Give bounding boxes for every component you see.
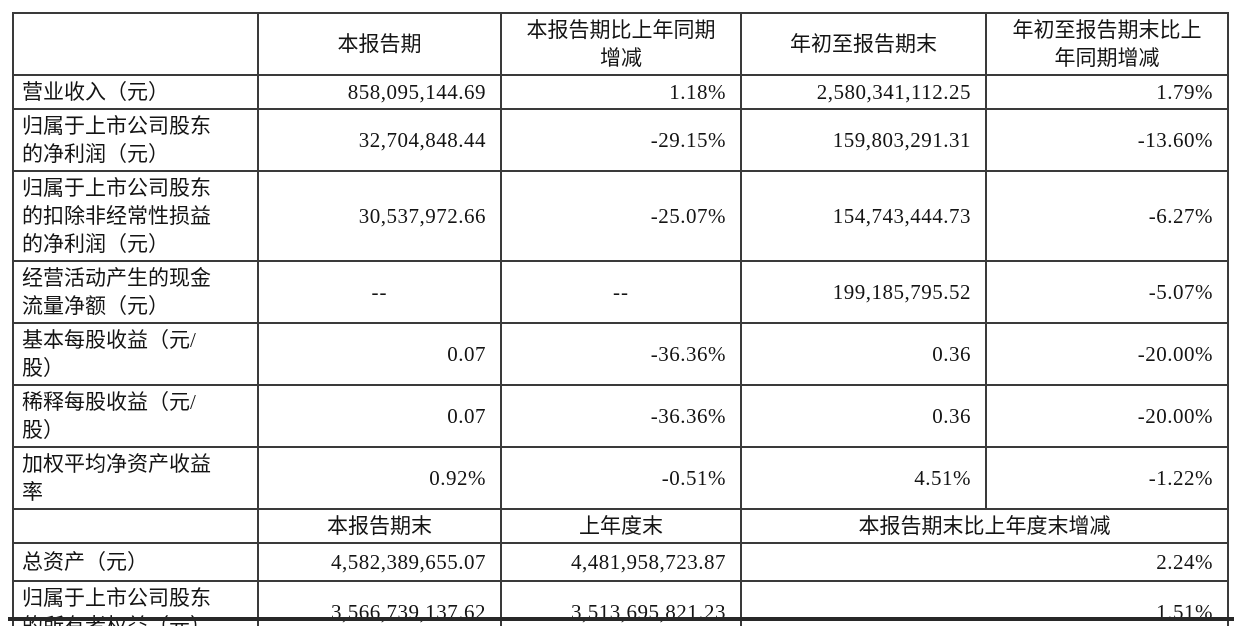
table-row-net-profit-excl-nonrecurring: 归属于上市公司股东的扣除非经常性损益的净利润（元） 30,537,972.66 … xyxy=(12,170,1229,262)
value-cell: -5.07% xyxy=(985,260,1229,324)
value-cell: -20.00% xyxy=(985,322,1229,386)
value-cell: 4,481,958,723.87 xyxy=(500,542,742,582)
value-cell: 199,185,795.52 xyxy=(740,260,987,324)
table-row-weighted-avg-roe: 加权平均净资产收益率 0.92% -0.51% 4.51% -1.22% xyxy=(12,446,1229,510)
table-row-revenue: 营业收入（元） 858,095,144.69 1.18% 2,580,341,1… xyxy=(12,74,1229,110)
row-label: 加权平均净资产收益率 xyxy=(12,446,259,510)
table-row-total-assets: 总资产（元） 4,582,389,655.07 4,481,958,723.87… xyxy=(12,542,1229,582)
value-cell: 32,704,848.44 xyxy=(257,108,502,172)
value-cell: 30,537,972.66 xyxy=(257,170,502,262)
value-cell-na: -- xyxy=(257,260,502,324)
row-label: 基本每股收益（元/股） xyxy=(12,322,259,386)
financial-summary-table: 本报告期 本报告期比上年同期增减 年初至报告期末 年初至报告期末比上年同期增减 … xyxy=(12,12,1229,626)
value-cell: 0.92% xyxy=(257,446,502,510)
row-label: 归属于上市公司股东的净利润（元） xyxy=(12,108,259,172)
value-cell: 0.36 xyxy=(740,322,987,386)
table-row-operating-cash-flow: 经营活动产生的现金流量净额（元） -- -- 199,185,795.52 -5… xyxy=(12,260,1229,324)
row-label: 归属于上市公司股东的扣除非经常性损益的净利润（元） xyxy=(12,170,259,262)
table-row-diluted-eps: 稀释每股收益（元/股） 0.07 -36.36% 0.36 -20.00% xyxy=(12,384,1229,448)
row-label: 经营活动产生的现金流量净额（元） xyxy=(12,260,259,324)
value-cell: 4.51% xyxy=(740,446,987,510)
corner-header-2 xyxy=(12,508,259,544)
value-cell: -29.15% xyxy=(500,108,742,172)
value-cell: 159,803,291.31 xyxy=(740,108,987,172)
row-label: 营业收入（元） xyxy=(12,74,259,110)
col-header-end-of-period: 本报告期末 xyxy=(257,508,502,544)
value-cell: 0.36 xyxy=(740,384,987,448)
value-cell: -36.36% xyxy=(500,384,742,448)
value-cell: -20.00% xyxy=(985,384,1229,448)
value-cell: 0.07 xyxy=(257,384,502,448)
col-header-current-period: 本报告期 xyxy=(257,12,502,76)
table-row-basic-eps: 基本每股收益（元/股） 0.07 -36.36% 0.36 -20.00% xyxy=(12,322,1229,386)
value-cell: 4,582,389,655.07 xyxy=(257,542,502,582)
section1-header-row: 本报告期 本报告期比上年同期增减 年初至报告期末 年初至报告期末比上年同期增减 xyxy=(12,12,1229,76)
value-cell: 154,743,444.73 xyxy=(740,170,987,262)
col-header-end-of-last-year: 上年度末 xyxy=(500,508,742,544)
value-cell: -36.36% xyxy=(500,322,742,386)
value-cell: 858,095,144.69 xyxy=(257,74,502,110)
value-cell: -25.07% xyxy=(500,170,742,262)
value-cell: 0.07 xyxy=(257,322,502,386)
value-cell: 2,580,341,112.25 xyxy=(740,74,987,110)
section2-header-row: 本报告期末 上年度末 本报告期末比上年度末增减 xyxy=(12,508,1229,544)
value-cell-na: -- xyxy=(500,260,742,324)
row-label: 稀释每股收益（元/股） xyxy=(12,384,259,448)
value-cell: -13.60% xyxy=(985,108,1229,172)
value-cell: -0.51% xyxy=(500,446,742,510)
bottom-rule xyxy=(8,617,1234,621)
value-cell: 2.24% xyxy=(740,542,1229,582)
row-label: 总资产（元） xyxy=(12,542,259,582)
value-cell: 1.79% xyxy=(985,74,1229,110)
value-cell: 1.18% xyxy=(500,74,742,110)
financial-summary-table-wrap: 本报告期 本报告期比上年同期增减 年初至报告期末 年初至报告期末比上年同期增减 … xyxy=(12,12,1229,626)
corner-header xyxy=(12,12,259,76)
value-cell: -1.22% xyxy=(985,446,1229,510)
col-header-ytd: 年初至报告期末 xyxy=(740,12,987,76)
col-header-period-end-vs-last-year-change: 本报告期末比上年度末增减 xyxy=(740,508,1229,544)
col-header-ytd-yoy-change: 年初至报告期末比上年同期增减 xyxy=(985,12,1229,76)
table-row-net-profit: 归属于上市公司股东的净利润（元） 32,704,848.44 -29.15% 1… xyxy=(12,108,1229,172)
col-header-current-period-yoy-change: 本报告期比上年同期增减 xyxy=(500,12,742,76)
value-cell: -6.27% xyxy=(985,170,1229,262)
